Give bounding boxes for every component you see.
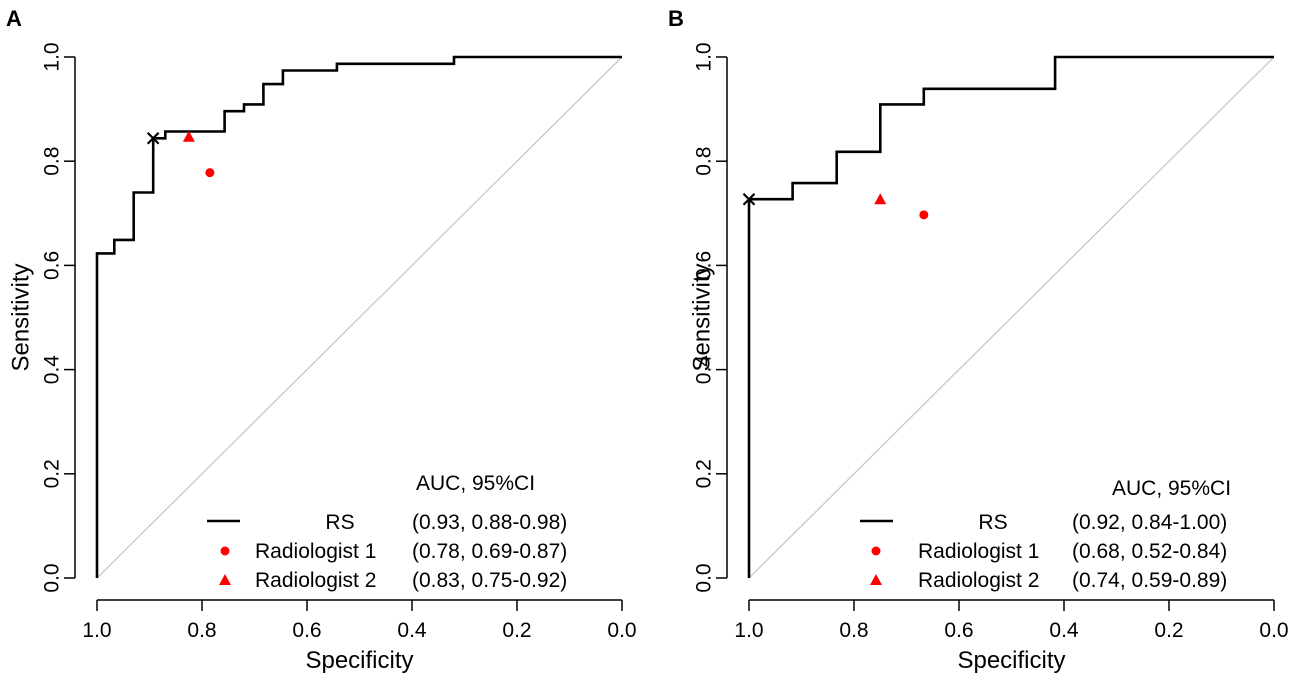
legend-auc-value: (0.68, 0.52-0.84)	[1072, 540, 1227, 563]
legend-marker-circle	[871, 546, 881, 556]
y-tick-label: 0.0	[693, 563, 716, 592]
x-tick-label: 0.2	[502, 619, 531, 642]
legend-label: Radiologist 2	[255, 569, 376, 592]
x-tick-label: 0.6	[944, 619, 973, 642]
x-tick-label: 0.6	[292, 619, 321, 642]
roc-curve-rs	[747, 55, 1274, 578]
legend-title: AUC, 95%CI	[1112, 477, 1231, 500]
y-tick-label: 0.6	[41, 251, 64, 280]
x-tick-label: 0.4	[397, 619, 427, 642]
legend-label: Radiologist 1	[918, 540, 1039, 563]
y-tick-label: 0.0	[41, 563, 64, 592]
y-tick-label: 0.2	[693, 459, 716, 488]
y-axis-title: Sensitivity	[688, 263, 715, 371]
x-tick-label: 0.2	[1154, 619, 1183, 642]
cross-stroke	[742, 192, 756, 206]
panel-a: A 1.0 0.8 0.6 0.4 0.2 0.0 Specificity 0.0 0.2 0.4 0…	[6, 6, 637, 674]
legend-marker-triangle	[870, 574, 882, 585]
legend-label: Radiologist 2	[918, 569, 1039, 592]
x-axis-title: Specificity	[957, 647, 1065, 674]
legend-label: RS	[325, 511, 354, 534]
legend-auc-value: (0.74, 0.59-0.89)	[1072, 569, 1227, 592]
cross-stroke	[146, 131, 160, 145]
x-tick-label: 0.8	[187, 619, 216, 642]
optimal-cutoff-marker	[742, 192, 756, 206]
legend-marker-circle	[220, 546, 230, 556]
legend-marker-triangle	[219, 574, 231, 585]
legend-auc-value: (0.78, 0.69-0.87)	[412, 540, 567, 563]
roc-curve-rs	[95, 55, 622, 578]
legend-label: Radiologist 1	[255, 540, 376, 563]
x-axis-title: Specificity	[305, 647, 413, 674]
x-tick-label: 0.0	[1259, 619, 1288, 642]
legend-auc-value: (0.93, 0.88-0.98)	[412, 511, 567, 534]
x-tick-label: 0.8	[839, 619, 868, 642]
panel-letter: B	[668, 6, 684, 31]
y-tick-label: 0.8	[41, 147, 64, 176]
y-tick-label: 0.6	[693, 251, 716, 280]
x-tick-label: 0.4	[1049, 619, 1079, 642]
x-tick-label: 1.0	[82, 619, 111, 642]
legend: AUC, 95%CI RS (0.93, 0.88-0.98) Radiologist…	[207, 472, 567, 592]
y-tick-label: 0.8	[693, 147, 716, 176]
y-tick-label: 0.2	[41, 459, 64, 488]
radiologist-1-point	[919, 210, 929, 220]
legend-title: AUC, 95%CI	[416, 472, 535, 495]
y-tick-label: 0.4	[41, 355, 64, 385]
y-tick-label: 1.0	[41, 42, 64, 71]
radiologist-2-point	[182, 130, 195, 142]
reference-diagonal	[748, 56, 1275, 579]
optimal-cutoff-marker	[146, 131, 160, 145]
radiologist-2-point	[874, 193, 887, 205]
legend-label: RS	[978, 511, 1007, 534]
x-tick-label: 0.0	[607, 619, 636, 642]
legend-auc-value: (0.83, 0.75-0.92)	[412, 569, 567, 592]
legend-auc-value: (0.92, 0.84-1.00)	[1072, 511, 1227, 534]
panel-b: B 1.0 0.8 0.6 0.4 0.2 0.0 Specificity 0.0 0.2 0.4 0…	[668, 6, 1289, 674]
legend: AUC, 95%CI RS (0.92, 0.84-1.00) Radiologist…	[860, 477, 1231, 592]
reference-diagonal	[96, 56, 623, 579]
panel-letter: A	[6, 6, 22, 31]
y-tick-label: 1.0	[693, 42, 716, 71]
radiologist-1-point	[205, 168, 215, 178]
y-tick-label: 0.4	[693, 355, 716, 385]
x-tick-label: 1.0	[734, 619, 763, 642]
y-axis-title: Sensitivity	[7, 263, 34, 371]
